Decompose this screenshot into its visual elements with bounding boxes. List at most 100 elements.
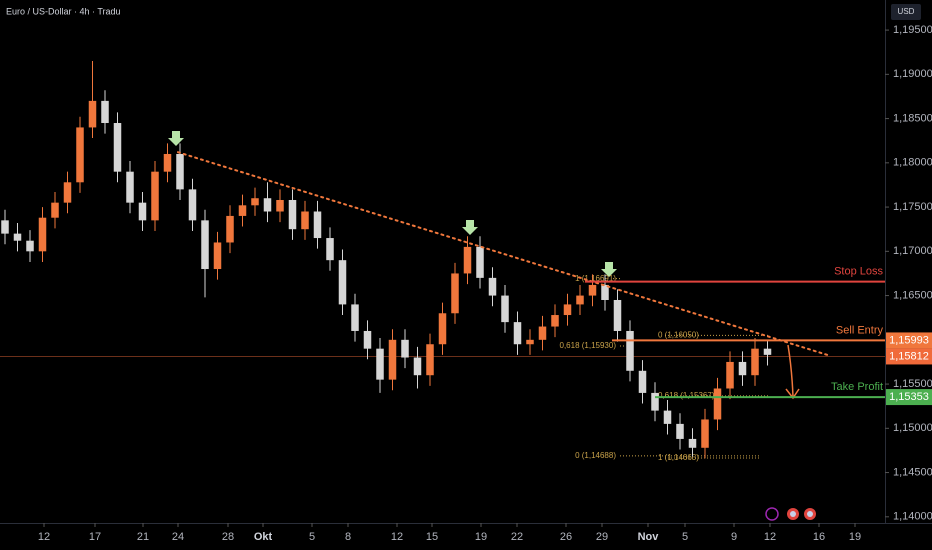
- candle-body: [401, 339, 409, 358]
- candle-body: [601, 284, 609, 300]
- candle-body: [701, 419, 709, 448]
- candle-body: [613, 299, 622, 331]
- candle-body: [63, 182, 72, 203]
- y-tick-label: 1,15000: [893, 422, 932, 434]
- x-tick-label: 5: [682, 531, 688, 543]
- candle-body: [13, 233, 22, 241]
- candle-body: [563, 304, 572, 316]
- candle-body: [151, 171, 159, 221]
- y-tick-label: 1,14500: [893, 466, 932, 478]
- x-tick-label: 22: [511, 531, 523, 543]
- y-axis-label: USD: [898, 7, 915, 16]
- candle-body: [101, 100, 109, 124]
- candle-body: [551, 315, 559, 327]
- x-tick-label: 28: [222, 531, 234, 543]
- y-axis-label-box: [891, 4, 921, 20]
- event-icon-inner: [807, 511, 813, 517]
- candle-body: [688, 438, 697, 448]
- candle-body: [751, 348, 759, 376]
- fib-label: 0 (1,16050): [658, 331, 699, 340]
- candles: [1, 61, 772, 459]
- price-tag-label: 1,15993: [889, 334, 929, 346]
- x-tick-label: 8: [345, 531, 351, 543]
- x-tick-label: 29: [596, 531, 608, 543]
- candle-body: [713, 388, 722, 420]
- fib-label: 0,618 (1,15930): [560, 341, 617, 350]
- candle-body: [513, 322, 522, 345]
- candle-body: [126, 171, 134, 203]
- candle-body: [326, 238, 334, 261]
- y-tick-label: 1,14000: [893, 511, 932, 523]
- candle-body: [538, 326, 547, 340]
- candle-body: [188, 189, 197, 221]
- candle-body: [1, 220, 9, 234]
- x-tick-label: Okt: [254, 531, 273, 543]
- y-tick-label: 1,15500: [893, 378, 932, 390]
- event-icon-inner: [790, 511, 796, 517]
- fib-label: 1 (1,14665): [658, 453, 699, 462]
- candle-body: [501, 295, 509, 323]
- candle-body: [288, 199, 297, 230]
- candle-body: [176, 153, 184, 190]
- candle-body: [251, 198, 259, 206]
- candle-body: [738, 361, 747, 376]
- y-tick-label: 1,17000: [893, 245, 932, 257]
- candle-body: [388, 339, 397, 380]
- x-tick-label: 16: [813, 531, 825, 543]
- x-tick-label: 19: [475, 531, 487, 543]
- candle-body: [88, 100, 97, 128]
- y-tick-label: 1,17500: [893, 201, 932, 213]
- y-tick-label: 1,16500: [893, 289, 932, 301]
- candle-body: [463, 246, 472, 274]
- x-tick-label: 12: [391, 531, 403, 543]
- candle-body: [413, 357, 422, 376]
- candle-body: [576, 295, 584, 305]
- candle-body: [726, 361, 734, 389]
- level-name: Take Profit: [831, 381, 883, 393]
- candle-body: [363, 330, 372, 349]
- candle-body: [238, 205, 247, 216]
- x-tick-label: 21: [137, 531, 149, 543]
- candle-body: [38, 217, 47, 252]
- price-tag-label: 1,15812: [889, 350, 929, 362]
- x-tick-label: 12: [764, 531, 776, 543]
- candle-body: [676, 423, 684, 439]
- arrow-marker: [601, 262, 617, 277]
- candle-body: [113, 123, 122, 172]
- price-tag-label: 1,15353: [889, 391, 929, 403]
- y-tick-label: 1,19500: [893, 24, 932, 36]
- candle-body: [213, 242, 222, 270]
- x-tick-label: 26: [560, 531, 572, 543]
- candle-body: [451, 273, 459, 314]
- candle-body: [51, 202, 59, 218]
- candle-body: [351, 304, 359, 331]
- candle-body: [338, 260, 347, 305]
- x-tick-label: 12: [38, 531, 50, 543]
- candle-body: [201, 220, 209, 270]
- price-tag: [886, 348, 932, 365]
- level-name: Stop Loss: [834, 266, 883, 278]
- candle-body: [438, 313, 447, 345]
- arrow-marker: [462, 220, 478, 235]
- candle-body: [663, 410, 672, 424]
- x-tick-label: 15: [426, 531, 438, 543]
- y-tick-label: 1,18500: [893, 112, 932, 124]
- candle-body: [426, 344, 434, 376]
- candle-body: [276, 199, 284, 212]
- level-name: Sell Entry: [836, 324, 884, 336]
- candle-body: [638, 370, 647, 393]
- x-tick-label: 5: [309, 531, 315, 543]
- candle-body: [163, 153, 172, 172]
- y-tick-label: 1,19000: [893, 68, 932, 80]
- y-tick-label: 1,18000: [893, 157, 932, 169]
- candle-body: [651, 392, 659, 411]
- candle-body: [763, 348, 772, 355]
- event-icon[interactable]: [765, 507, 779, 521]
- candle-body: [526, 339, 534, 345]
- price-tag: [886, 332, 932, 349]
- fib-label: 0,618 (1,15367): [658, 391, 715, 400]
- x-tick-label: Nov: [638, 531, 660, 543]
- x-tick-label: 19: [849, 531, 861, 543]
